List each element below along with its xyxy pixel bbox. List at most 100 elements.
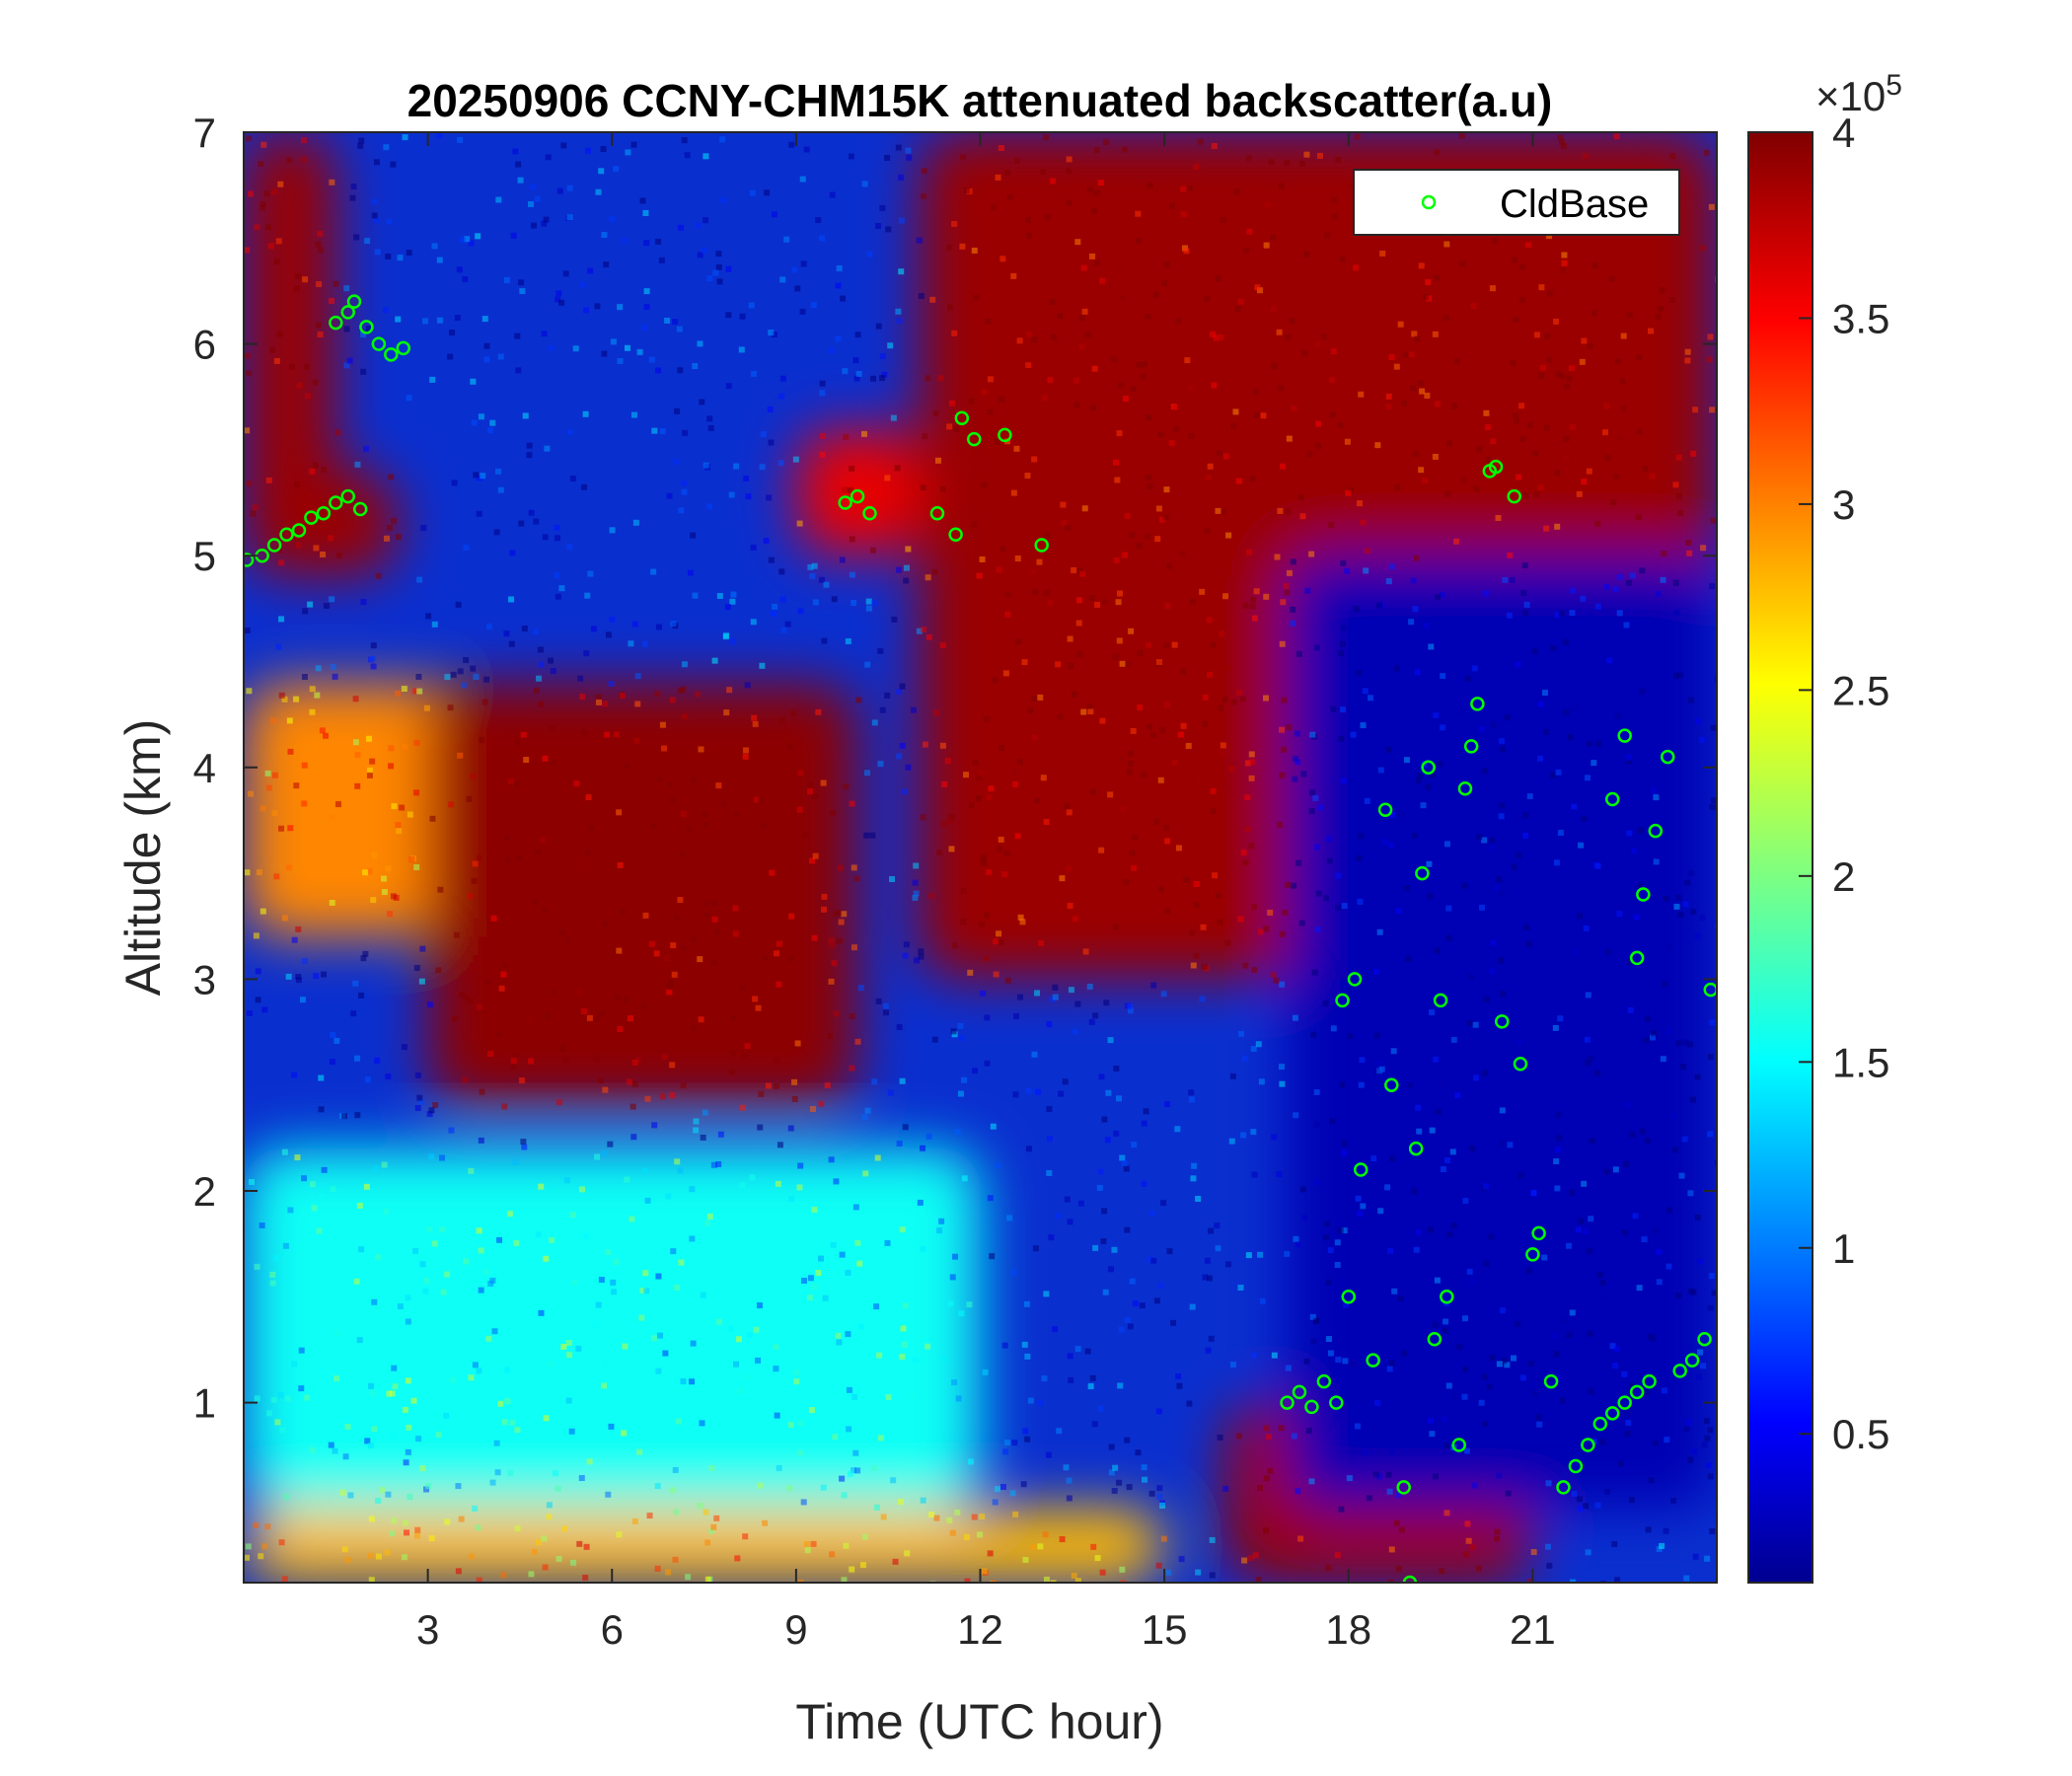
cldbase-point xyxy=(967,431,982,447)
noise-speck xyxy=(1700,545,1707,552)
noise-speck xyxy=(670,621,677,628)
noise-speck xyxy=(1040,169,1047,176)
noise-speck xyxy=(1538,284,1545,291)
noise-speck xyxy=(582,1574,589,1581)
noise-speck xyxy=(951,330,958,336)
noise-speck xyxy=(1473,485,1480,492)
noise-speck xyxy=(966,1301,973,1308)
cldbase-point xyxy=(1684,1353,1700,1368)
noise-speck xyxy=(371,198,378,205)
noise-speck xyxy=(344,1556,351,1563)
noise-speck xyxy=(866,251,873,258)
noise-speck xyxy=(1076,650,1083,657)
noise-speck xyxy=(797,1449,804,1456)
noise-speck xyxy=(510,1058,517,1065)
noise-speck xyxy=(983,716,990,723)
y-tick-label: 5 xyxy=(193,533,216,579)
noise-speck xyxy=(773,1344,779,1351)
noise-speck xyxy=(1489,285,1496,292)
noise-speck xyxy=(899,1077,906,1084)
noise-speck xyxy=(1340,777,1347,784)
noise-speck xyxy=(722,633,729,640)
noise-speck xyxy=(1237,916,1244,923)
noise-speck xyxy=(1433,1404,1440,1411)
noise-speck xyxy=(804,1547,811,1554)
noise-speck xyxy=(1193,952,1200,959)
noise-speck xyxy=(1628,1121,1635,1128)
noise-speck xyxy=(984,1014,991,1021)
noise-speck xyxy=(538,661,545,668)
noise-speck xyxy=(1460,477,1467,483)
noise-speck xyxy=(595,188,602,195)
noise-speck xyxy=(261,1543,268,1550)
noise-speck xyxy=(673,458,680,465)
noise-speck xyxy=(473,472,480,479)
noise-speck xyxy=(1253,411,1260,418)
noise-speck xyxy=(843,783,850,790)
noise-speck xyxy=(1090,1543,1097,1550)
noise-speck xyxy=(1427,1417,1434,1424)
noise-speck xyxy=(1422,478,1429,484)
noise-speck xyxy=(1510,360,1517,367)
noise-speck xyxy=(1325,1279,1332,1286)
noise-speck xyxy=(986,793,993,800)
noise-speck xyxy=(1482,590,1489,597)
noise-speck xyxy=(1163,486,1170,493)
noise-speck xyxy=(1108,1443,1115,1450)
noise-speck xyxy=(1675,894,1682,901)
noise-speck xyxy=(1481,768,1488,775)
noise-speck xyxy=(1117,1382,1124,1389)
noise-speck xyxy=(1358,391,1365,398)
noise-speck xyxy=(958,1310,965,1317)
noise-speck xyxy=(1047,599,1054,606)
noise-speck xyxy=(316,281,323,288)
noise-speck xyxy=(840,295,847,302)
noise-speck xyxy=(937,375,944,382)
noise-speck xyxy=(1233,188,1240,195)
noise-speck xyxy=(1684,879,1691,886)
noise-speck xyxy=(631,1059,638,1066)
noise-speck xyxy=(1384,1184,1391,1191)
noise-speck xyxy=(1653,858,1660,865)
cldbase-point xyxy=(352,501,368,517)
noise-speck xyxy=(912,1357,919,1364)
noise-speck xyxy=(472,1505,479,1512)
noise-speck xyxy=(1432,1321,1439,1328)
noise-speck xyxy=(1316,804,1323,811)
noise-speck xyxy=(1205,475,1212,481)
noise-speck xyxy=(854,1038,861,1045)
noise-speck xyxy=(1023,1300,1030,1307)
noise-speck xyxy=(273,259,280,265)
noise-speck xyxy=(724,604,731,611)
noise-speck xyxy=(369,1389,376,1396)
noise-speck xyxy=(933,709,940,716)
noise-speck xyxy=(630,141,637,148)
noise-speck xyxy=(1626,1129,1633,1136)
noise-speck xyxy=(550,760,556,767)
noise-speck xyxy=(1604,1488,1611,1495)
noise-speck xyxy=(963,186,970,193)
noise-speck xyxy=(1242,1055,1249,1062)
noise-speck xyxy=(948,813,955,820)
noise-speck xyxy=(659,428,666,435)
noise-speck xyxy=(391,1365,398,1371)
noise-speck xyxy=(1709,583,1716,590)
noise-speck xyxy=(476,854,482,861)
noise-speck xyxy=(1420,802,1427,809)
noise-speck xyxy=(704,1539,711,1546)
noise-speck xyxy=(713,927,720,934)
noise-speck xyxy=(1224,939,1231,946)
noise-speck xyxy=(617,861,624,868)
noise-speck xyxy=(1022,1428,1029,1435)
noise-speck xyxy=(1121,146,1128,153)
noise-speck xyxy=(1086,703,1093,709)
noise-speck xyxy=(431,621,438,628)
noise-speck xyxy=(1217,1434,1223,1441)
noise-speck xyxy=(716,278,723,285)
noise-speck xyxy=(1312,794,1319,801)
noise-speck xyxy=(829,941,836,948)
noise-speck xyxy=(1485,456,1492,463)
noise-speck xyxy=(1488,968,1495,975)
noise-speck xyxy=(697,340,703,347)
noise-speck xyxy=(725,312,732,319)
